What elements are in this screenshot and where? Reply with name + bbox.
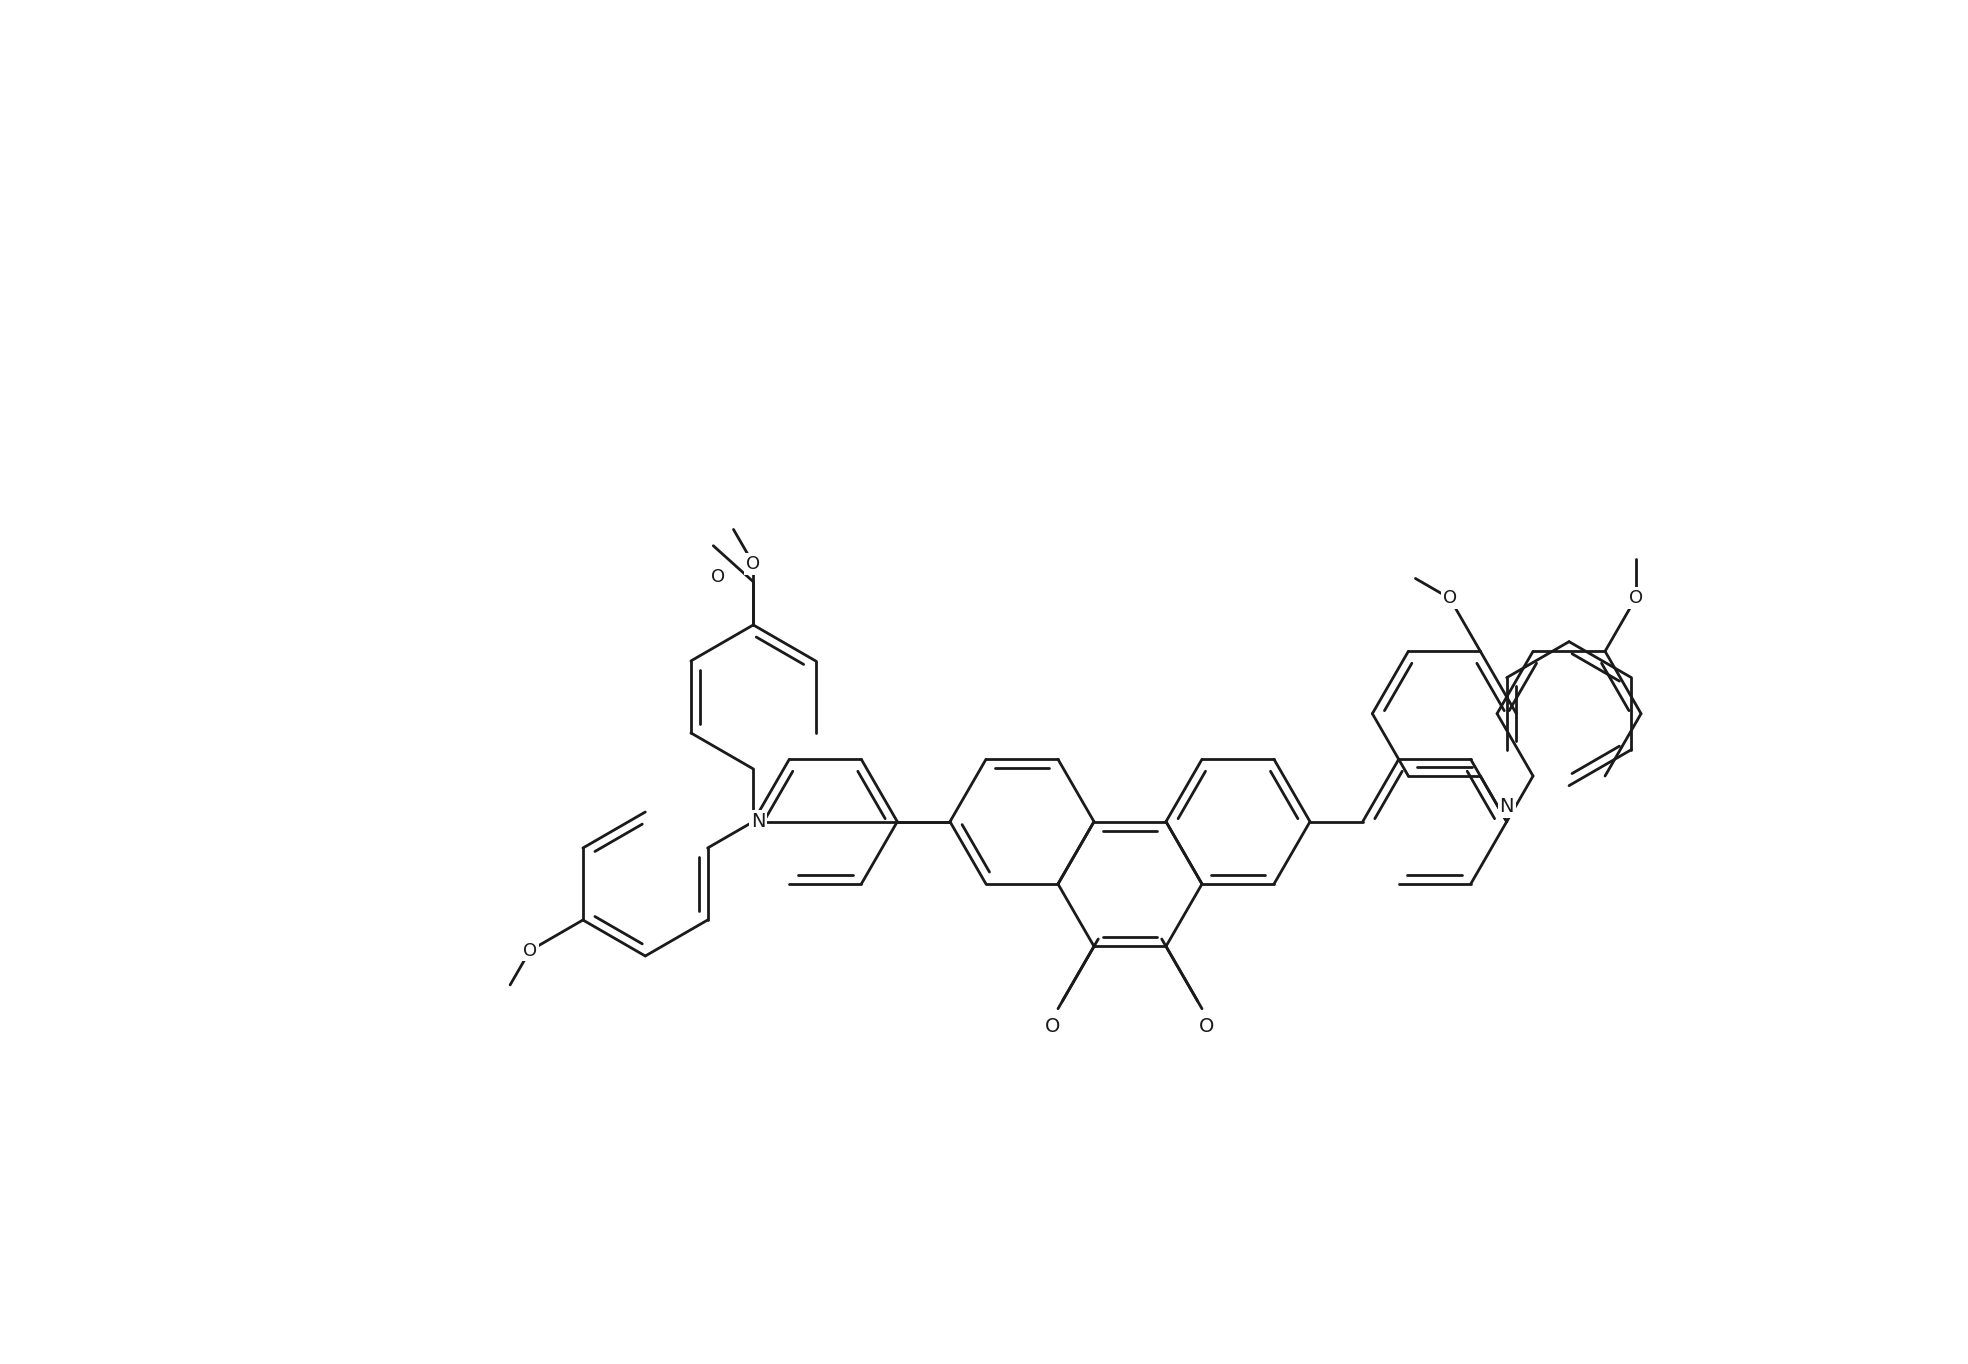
Text: N: N <box>1500 797 1513 816</box>
Text: O: O <box>1443 589 1456 607</box>
Text: O: O <box>710 567 726 585</box>
Text: O: O <box>1630 589 1643 607</box>
Text: O: O <box>746 555 760 573</box>
Text: O: O <box>1045 1018 1061 1037</box>
Text: N: N <box>752 812 766 831</box>
Text: O: O <box>1199 1018 1214 1037</box>
Text: O: O <box>523 941 537 960</box>
